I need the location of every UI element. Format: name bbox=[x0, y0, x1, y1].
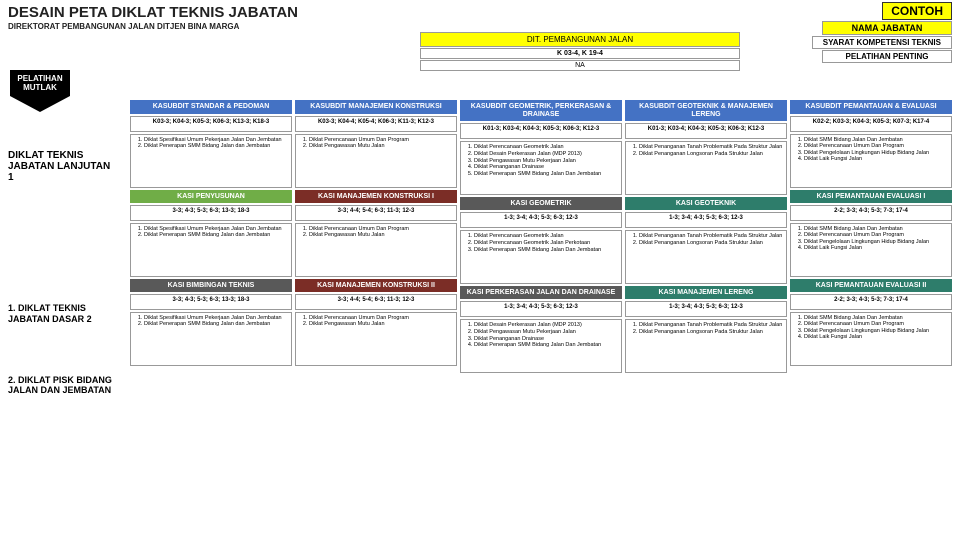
column-4: KASUBDIT PEMANTAUAN & EVALUASI K02-2; K03… bbox=[790, 100, 952, 373]
sub-items: Diklat Desain Perkerasan Jalan (MDP 2013… bbox=[460, 319, 622, 373]
left-column: DIKLAT TEKNIS JABATAN LANJUTAN 1 1. DIKL… bbox=[8, 150, 118, 396]
sub-header: KASI MANAJEMEN KONSTRUKSI I bbox=[295, 190, 457, 203]
pelatihan-penting-box: PELATIHAN PENTING bbox=[822, 50, 952, 63]
column-3: KASUBDIT GEOTEKNIK & MANAJEMEN LERENG K01… bbox=[625, 100, 787, 373]
sub-items: Diklat Penanganan Tanah Problematik Pada… bbox=[625, 319, 787, 373]
nama-jabatan-box: NAMA JABATAN bbox=[822, 21, 952, 35]
sub-header: KASI PEMANTAUAN EVALUASI II bbox=[790, 279, 952, 292]
sub-items: Diklat Perencanaan Umum Dan ProgramDikla… bbox=[295, 312, 457, 366]
left-items: 1. DIKLAT TEKNIS JABATAN DASAR 2 2. DIKL… bbox=[8, 303, 118, 396]
column-2: KASUBDIT GEOMETRIK, PERKERASAN & DRAINAS… bbox=[460, 100, 622, 373]
dit-box: DIT. PEMBANGUNAN JALAN bbox=[420, 32, 740, 47]
sub-codes: 1-3; 3-4; 4-3; 5-3; 6-3; 12-3 bbox=[625, 212, 787, 228]
sub-header: KASI PERKERASAN JALAN DAN DRAINASE bbox=[460, 286, 622, 299]
sub-header: KASI GEOMETRIK bbox=[460, 197, 622, 210]
down-arrow-icon bbox=[10, 96, 70, 112]
sub-header: KASI PEMANTAUAN EVALUASI I bbox=[790, 190, 952, 203]
na-box: NA bbox=[420, 60, 740, 71]
top-right-boxes: CONTOH NAMA JABATAN SYARAT KOMPETENSI TE… bbox=[812, 2, 952, 63]
col-header: KASUBDIT GEOMETRIK, PERKERASAN & DRAINAS… bbox=[460, 100, 622, 121]
main-grid: KASUBDIT STANDAR & PEDOMAN K03-3; K04-3; … bbox=[130, 100, 952, 373]
sub-items: Diklat SMM Bidang Jalan Dan JembatanDikl… bbox=[790, 223, 952, 277]
header: DESAIN PETA DIKLAT TEKNIS JABATAN DIREKT… bbox=[8, 4, 298, 31]
sub-items: Diklat Perencanaan Umum Dan ProgramDikla… bbox=[295, 223, 457, 277]
col-header: KASUBDIT PEMANTAUAN & EVALUASI bbox=[790, 100, 952, 114]
col-codes: K03-3; K04-3; K05-3; K06-3; K13-3; K18-3 bbox=[130, 116, 292, 132]
sub-codes: 1-3; 3-4; 4-3; 5-3; 6-3; 12-3 bbox=[460, 301, 622, 317]
sub-header: KASI MANAJEMEN LERENG bbox=[625, 286, 787, 299]
sub-codes: 2-2; 3-3; 4-3; 5-3; 7-3; 17-4 bbox=[790, 294, 952, 310]
sub-items: Diklat Spesifikasi Umum Pekerjaan Jalan … bbox=[130, 223, 292, 277]
sub-header: KASI MANAJEMEN KONSTRUKSI II bbox=[295, 279, 457, 292]
sub-header: KASI PENYUSUNAN bbox=[130, 190, 292, 203]
sub-items: Diklat SMM Bidang Jalan Dan JembatanDikl… bbox=[790, 312, 952, 366]
left-item-2: 2. DIKLAT PISK BIDANG JALAN DAN JEMBATAN bbox=[8, 375, 118, 397]
sub-items: Diklat Spesifikasi Umum Pekerjaan Jalan … bbox=[130, 312, 292, 366]
sub-header: KASI BIMBINGAN TEKNIS bbox=[130, 279, 292, 292]
left-title: DIKLAT TEKNIS JABATAN LANJUTAN 1 bbox=[8, 150, 118, 183]
col-items: Diklat Perencanaan Geometrik JalanDiklat… bbox=[460, 141, 622, 195]
col-items: Diklat Penanganan Tanah Problematik Pada… bbox=[625, 141, 787, 195]
contoh-badge: CONTOH bbox=[882, 2, 952, 20]
column-0: KASUBDIT STANDAR & PEDOMAN K03-3; K04-3; … bbox=[130, 100, 292, 373]
sub-codes: 1-3; 3-4; 4-3; 5-3; 6-3; 12-3 bbox=[460, 212, 622, 228]
col-codes: K03-3; K04-4; K05-4; K06-3; K11-3; K12-3 bbox=[295, 116, 457, 132]
pelatihan-mutlak: PELATIHAN MUTLAK bbox=[10, 70, 70, 112]
sub-codes: 2-2; 3-3; 4-3; 5-3; 7-3; 17-4 bbox=[790, 205, 952, 221]
sub-items: Diklat Penanganan Tanah Problematik Pada… bbox=[625, 230, 787, 284]
sub-codes: 3-3; 4-4; 5-4; 6-3; 11-3; 12-3 bbox=[295, 294, 457, 310]
sub-codes: 3-3; 4-3; 5-3; 6-3; 13-3; 18-3 bbox=[130, 294, 292, 310]
col-items: Diklat Perencanaan Umum Dan ProgramDikla… bbox=[295, 134, 457, 188]
page-title: DESAIN PETA DIKLAT TEKNIS JABATAN bbox=[8, 4, 298, 21]
col-items: Diklat SMM Bidang Jalan Dan JembatanDikl… bbox=[790, 134, 952, 188]
col-codes: K01-3; K03-4; K04-3; K05-3; K06-3; K12-3 bbox=[625, 123, 787, 139]
syarat-box: SYARAT KOMPETENSI TEKNIS bbox=[812, 36, 952, 49]
col-header: KASUBDIT STANDAR & PEDOMAN bbox=[130, 100, 292, 114]
kode-box: K 03-4, K 19-4 bbox=[420, 48, 740, 59]
column-1: KASUBDIT MANAJEMEN KONSTRUKSI K03-3; K04-… bbox=[295, 100, 457, 373]
top-middle-boxes: DIT. PEMBANGUNAN JALAN K 03-4, K 19-4 NA bbox=[420, 32, 740, 71]
sub-codes: 3-3; 4-3; 5-3; 6-3; 13-3; 18-3 bbox=[130, 205, 292, 221]
col-codes: K02-2; K03-3; K04-3; K05-3; K07-3; K17-4 bbox=[790, 116, 952, 132]
left-item-1: 1. DIKLAT TEKNIS JABATAN DASAR 2 bbox=[8, 303, 118, 325]
sub-codes: 1-3; 3-4; 4-3; 5-3; 6-3; 12-3 bbox=[625, 301, 787, 317]
page-subtitle: DIREKTORAT PEMBANGUNAN JALAN DITJEN BINA… bbox=[8, 22, 298, 31]
sub-codes: 3-3; 4-4; 5-4; 6-3; 11-3; 12-3 bbox=[295, 205, 457, 221]
sub-items: Diklat Perencanaan Geometrik JalanDiklat… bbox=[460, 230, 622, 284]
col-header: KASUBDIT GEOTEKNIK & MANAJEMEN LERENG bbox=[625, 100, 787, 121]
col-codes: K01-3; K03-4; K04-3; K05-3; K06-3; K12-3 bbox=[460, 123, 622, 139]
mutlak-label: PELATIHAN MUTLAK bbox=[10, 70, 70, 96]
col-items: Diklat Spesifikasi Umum Pekerjaan Jalan … bbox=[130, 134, 292, 188]
col-header: KASUBDIT MANAJEMEN KONSTRUKSI bbox=[295, 100, 457, 114]
sub-header: KASI GEOTEKNIK bbox=[625, 197, 787, 210]
